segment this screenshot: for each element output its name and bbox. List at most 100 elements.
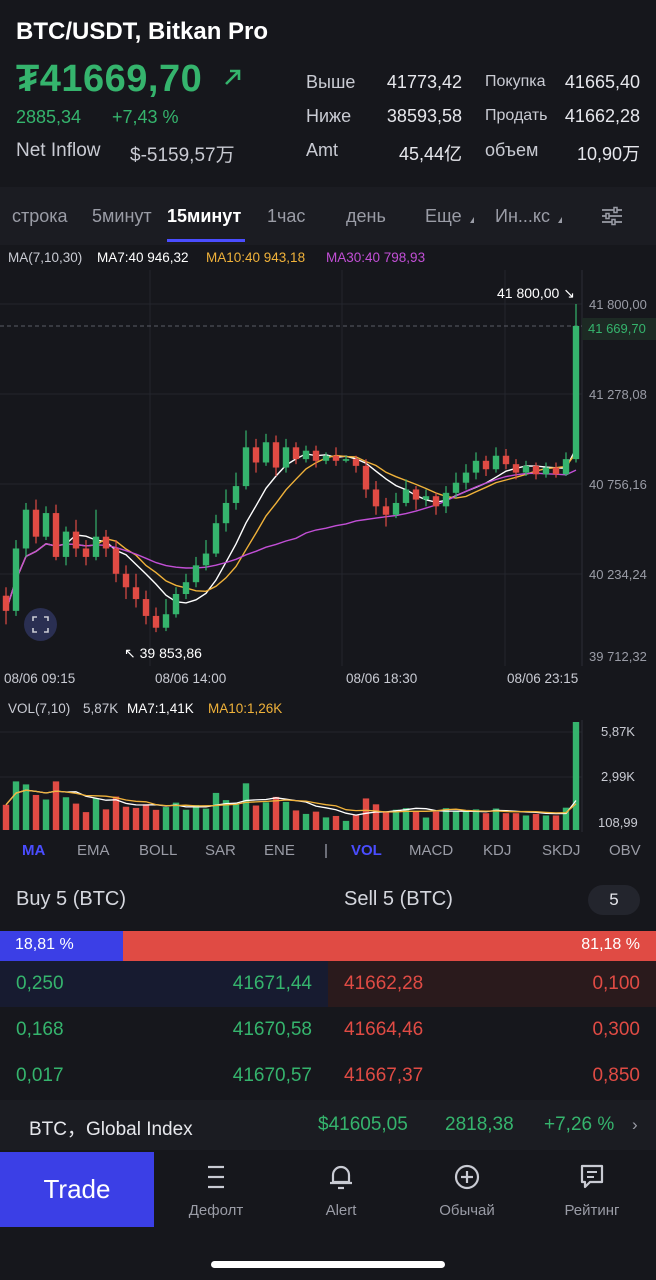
nav-custom[interactable]: Обычай (412, 1160, 522, 1219)
y-tick-label: 41 278,08 (589, 387, 647, 402)
candle-body (492, 455, 500, 470)
nav-default[interactable]: Дефолт (161, 1160, 271, 1219)
candle-body (352, 459, 360, 466)
candle-body (172, 594, 180, 615)
nav-alert-label: Alert (325, 1202, 357, 1219)
candle-body (182, 582, 190, 595)
global-index-change-abs: 2818,38 (445, 1114, 514, 1135)
indicator-skdj[interactable]: SKDJ (542, 842, 581, 859)
buy-qty: 0,168 (16, 1019, 64, 1040)
volume-bar (402, 808, 410, 830)
stat-volume-value: 10,90万 (576, 144, 640, 164)
volume-legend-label: VOL(7,10) (8, 701, 71, 716)
stat-high-value: 41773,42 (386, 72, 462, 92)
volume-bar (92, 798, 100, 830)
candle-body (552, 467, 560, 475)
home-indicator[interactable] (211, 1261, 445, 1268)
volume-ma10-line (5, 789, 577, 814)
candle-body (572, 325, 580, 460)
tab-1hour[interactable]: 1час (267, 206, 306, 226)
nav-rating[interactable]: Рейтинг (537, 1160, 647, 1219)
volume-bar (422, 817, 430, 830)
indicator-kdj[interactable]: KDJ (483, 842, 512, 859)
ma-legend-label: MA(7,10,30) (8, 250, 83, 265)
volume-bar (332, 815, 340, 830)
candle-body (422, 496, 430, 500)
candle-body (212, 523, 220, 554)
tab-day[interactable]: день (346, 206, 386, 226)
buy-price[interactable]: 41671,44 (232, 973, 312, 994)
depth-selector[interactable]: 5 (588, 885, 640, 915)
tab-indicators[interactable]: Ин...кс (495, 206, 562, 227)
volume-bar (2, 804, 10, 830)
sell-qty: 0,100 (592, 973, 640, 994)
volume-bar (102, 809, 110, 830)
indicator-ene[interactable]: ENE (264, 842, 295, 859)
candle-body (542, 467, 550, 475)
volume-ma10: MA10:1,26K (208, 701, 283, 716)
candle-body (2, 595, 10, 611)
sell-price[interactable]: 41664,46 (344, 1019, 424, 1040)
candle-body (362, 465, 370, 490)
tab-more[interactable]: Еще (425, 206, 474, 227)
sell-qty: 0,300 (592, 1019, 640, 1040)
global-index-price: $41605,05 (318, 1114, 408, 1135)
volume-bar (162, 807, 170, 830)
candle-body (382, 506, 390, 515)
volume-bar (232, 803, 240, 830)
expand-chart-button[interactable] (24, 608, 57, 641)
volume-bar (72, 803, 80, 830)
volume-bar (272, 796, 280, 830)
buy-price[interactable]: 41670,57 (232, 1065, 312, 1086)
sell-price[interactable]: 41662,28 (344, 973, 424, 994)
candle-body (102, 536, 110, 549)
indicator-ma[interactable]: MA (22, 842, 46, 859)
candle-body (452, 482, 460, 493)
candle-body (282, 447, 290, 468)
volume-bar (12, 781, 20, 830)
chevron-right-icon[interactable]: › (632, 1115, 638, 1134)
nav-custom-label: Обычай (439, 1202, 495, 1219)
volume-bar (142, 804, 150, 830)
volume-bar (502, 813, 510, 830)
volume-bar (282, 801, 290, 830)
volume-bar (192, 805, 200, 830)
stat-ask-value: 41662,28 (564, 106, 640, 126)
candle-body (402, 489, 410, 503)
volume-bar (432, 811, 440, 830)
volume-bar (182, 809, 190, 830)
indicator-vol[interactable]: VOL (351, 842, 382, 859)
sell-price[interactable]: 41667,37 (344, 1065, 424, 1086)
volume-chart[interactable] (0, 720, 656, 835)
indicator-macd[interactable]: MACD (409, 842, 454, 859)
candlestick-chart[interactable] (0, 270, 656, 690)
volume-bar (22, 784, 30, 830)
change-percent: +7,43 % (112, 107, 179, 127)
global-index-row[interactable] (0, 1100, 656, 1150)
tab-5min[interactable]: 5минут (92, 206, 152, 226)
trade-button[interactable]: Trade (0, 1152, 154, 1227)
dropdown-triangle-icon (554, 217, 562, 223)
active-tab-underline (167, 239, 245, 242)
volume-bar (312, 811, 320, 830)
tab-line[interactable]: строка (12, 206, 68, 226)
candle-body (82, 548, 90, 557)
volume-bar (382, 811, 390, 830)
stat-bid-value: 41665,40 (564, 72, 640, 92)
indicator-ema[interactable]: EMA (77, 842, 110, 859)
indicator-sar[interactable]: SAR (205, 842, 236, 859)
settings-sliders-icon[interactable] (601, 206, 623, 226)
volume-bar (562, 807, 570, 830)
current-price-marker: 41 669,70 (582, 318, 656, 340)
indicator-boll[interactable]: BOLL (139, 842, 178, 859)
volume-bar (202, 808, 210, 830)
indicator-obv[interactable]: OBV (609, 842, 641, 859)
buy-price[interactable]: 41670,58 (232, 1019, 312, 1040)
nav-alert[interactable]: Alert (286, 1160, 396, 1219)
y-tick-label: 39 712,32 (589, 649, 647, 664)
ma10-value: MA10:40 943,18 (206, 250, 306, 265)
tab-15min[interactable]: 15минут (167, 206, 242, 226)
candle-body (342, 459, 350, 461)
volume-bar (242, 783, 250, 830)
volume-bar (492, 808, 500, 830)
